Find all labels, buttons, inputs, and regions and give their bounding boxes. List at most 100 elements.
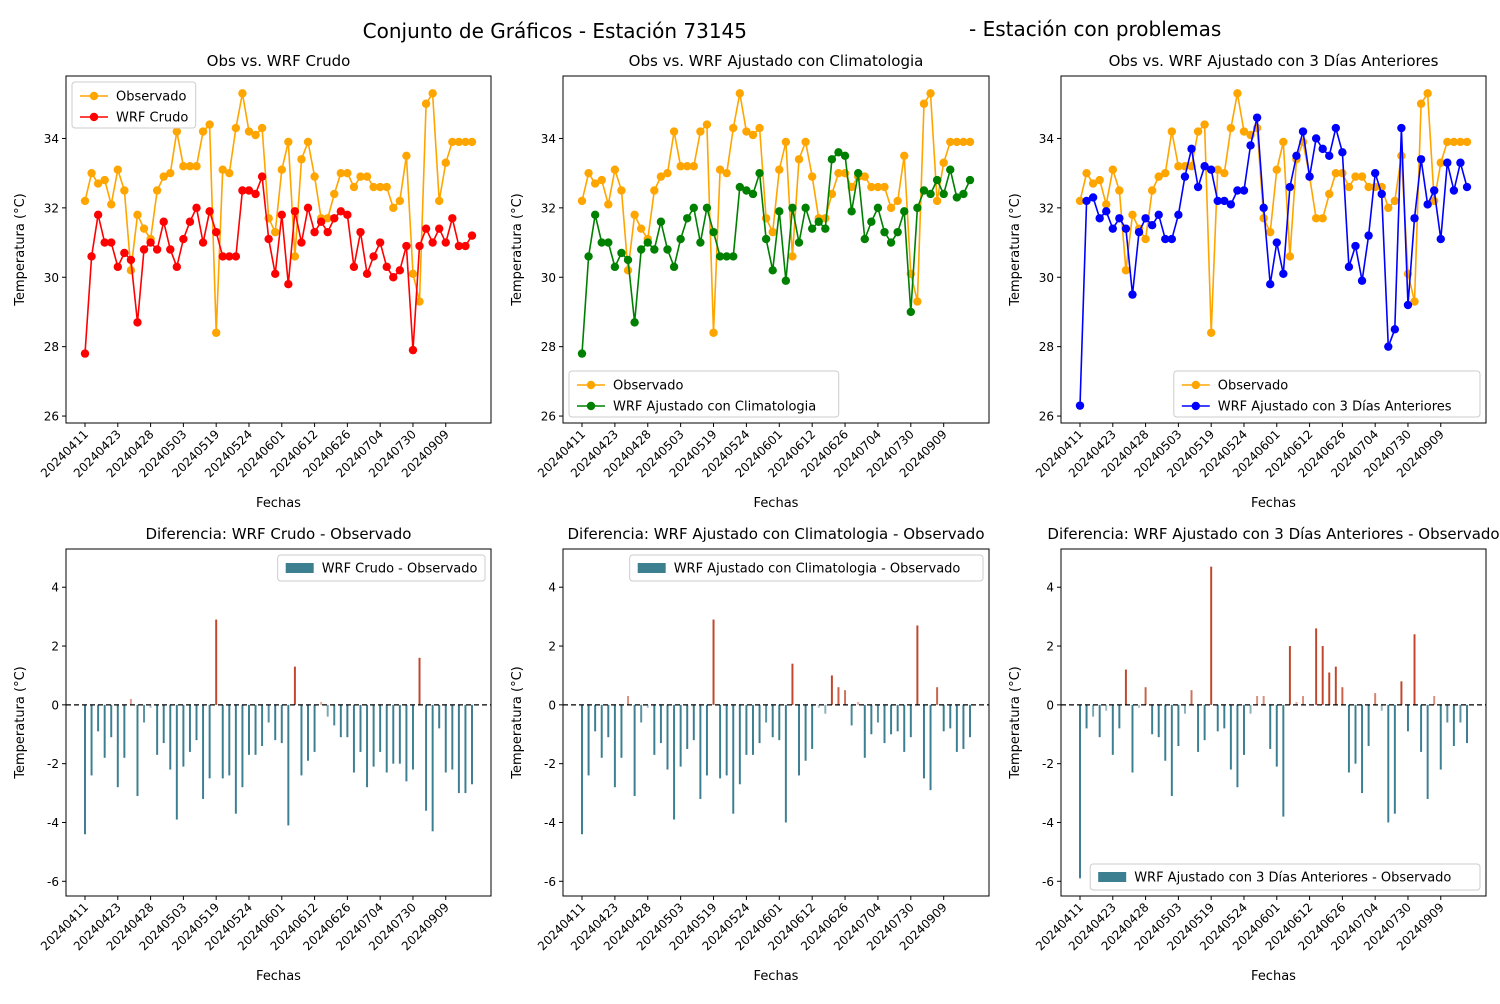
y-axis-label: Temperatura (°C) xyxy=(1008,193,1023,306)
bar xyxy=(1361,704,1364,794)
data-point xyxy=(428,89,437,98)
bar xyxy=(1118,704,1121,729)
bar xyxy=(221,704,224,779)
bar xyxy=(431,704,434,832)
bar xyxy=(1426,704,1429,799)
data-point xyxy=(297,238,306,247)
bar xyxy=(1452,704,1455,747)
y-tick-label: -2 xyxy=(47,757,59,771)
data-point xyxy=(435,224,444,233)
data-point xyxy=(683,162,692,171)
data-point xyxy=(1279,269,1288,278)
y-tick-label: 32 xyxy=(1039,201,1054,215)
bar xyxy=(1406,704,1409,732)
y-axis-label: Temperatura (°C) xyxy=(13,193,28,306)
bar xyxy=(1459,704,1462,723)
bar xyxy=(581,704,583,835)
data-point xyxy=(1384,203,1393,213)
bar xyxy=(969,704,971,738)
data-point xyxy=(343,168,352,178)
data-point xyxy=(1095,214,1104,223)
bar xyxy=(1262,696,1265,705)
data-point xyxy=(722,168,731,178)
bar xyxy=(942,704,945,732)
data-point xyxy=(794,238,804,247)
data-point xyxy=(1311,134,1321,143)
y-tick-label: 34 xyxy=(44,132,59,146)
data-point xyxy=(284,137,293,147)
data-point xyxy=(577,196,587,206)
bar xyxy=(451,704,454,770)
bar xyxy=(261,704,264,747)
data-point xyxy=(185,217,195,226)
data-point xyxy=(1239,127,1249,136)
y-tick-label: 30 xyxy=(44,271,59,285)
bar xyxy=(1315,628,1318,705)
data-point xyxy=(880,182,889,192)
bar xyxy=(659,704,662,744)
bar xyxy=(679,704,682,767)
bar xyxy=(97,704,100,732)
data-point xyxy=(1331,123,1341,133)
data-point xyxy=(952,193,962,202)
bar xyxy=(705,704,708,776)
data-point xyxy=(1390,325,1400,334)
data-point xyxy=(643,238,652,247)
data-point xyxy=(919,99,929,108)
chart-top-1: Obs vs. WRF Crudo26283032342024041120240… xyxy=(13,52,492,511)
data-point xyxy=(755,123,764,133)
data-point xyxy=(1462,137,1472,147)
y-tick-label: -6 xyxy=(47,875,59,889)
data-point xyxy=(1206,165,1216,174)
data-point xyxy=(1338,168,1347,178)
data-point xyxy=(1443,137,1452,147)
x-axis-label: Fechas xyxy=(1251,969,1296,984)
series-tres_dias xyxy=(1075,113,1472,410)
bar xyxy=(1374,693,1377,705)
bar xyxy=(1124,669,1127,705)
data-point xyxy=(1154,210,1163,219)
data-point xyxy=(166,245,175,254)
bar xyxy=(156,704,159,755)
bars xyxy=(1079,566,1468,879)
data-point xyxy=(1167,127,1177,136)
data-point xyxy=(467,137,477,147)
data-point xyxy=(454,137,464,147)
data-point xyxy=(146,238,155,247)
data-point xyxy=(1397,151,1406,161)
data-point xyxy=(636,245,646,254)
bar xyxy=(732,704,735,814)
bar xyxy=(1236,704,1239,788)
data-point xyxy=(1344,262,1354,272)
y-tick-label: -4 xyxy=(1042,816,1054,830)
bar xyxy=(876,704,879,723)
data-point xyxy=(238,186,247,195)
bar xyxy=(1223,704,1226,729)
data-point xyxy=(590,210,600,219)
bar xyxy=(686,704,689,749)
data-point xyxy=(362,269,372,278)
y-axis-label: Temperatura (°C) xyxy=(13,666,28,779)
data-point xyxy=(827,189,837,199)
data-point xyxy=(623,266,633,275)
series-line xyxy=(1079,117,1468,406)
chart-top-3: Obs vs. WRF Ajustado con 3 Días Anterior… xyxy=(1008,52,1487,511)
data-point xyxy=(650,245,659,254)
y-tick-label: 34 xyxy=(1039,132,1054,146)
legend-swatch xyxy=(285,563,314,573)
bar xyxy=(208,704,211,779)
data-point xyxy=(1364,182,1373,192)
bar xyxy=(471,704,473,785)
bar xyxy=(464,704,467,794)
data-point xyxy=(198,238,208,247)
bar xyxy=(778,704,781,741)
data-point xyxy=(1088,193,1098,202)
data-point xyxy=(1351,241,1360,251)
bar xyxy=(169,704,172,770)
data-point xyxy=(87,252,96,261)
figure-alert-title: - Estación con problemas xyxy=(969,17,1221,41)
bar xyxy=(1242,704,1245,755)
data-point xyxy=(669,127,679,136)
data-point xyxy=(303,137,313,147)
